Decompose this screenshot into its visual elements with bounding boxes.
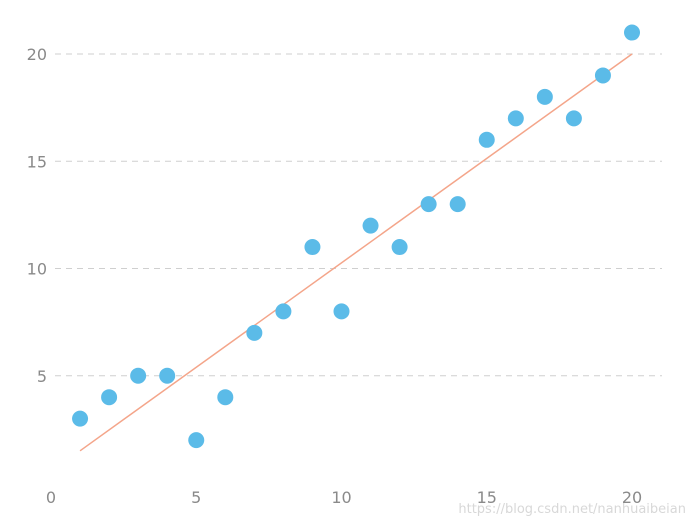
data-point (101, 389, 118, 406)
data-point (130, 367, 147, 384)
x-tick-label: 5 (191, 488, 201, 507)
data-point (188, 432, 205, 449)
x-tick-label: 10 (331, 488, 351, 507)
data-point (420, 196, 437, 213)
data-point (72, 410, 89, 427)
data-point (362, 217, 379, 234)
x-tick-label: 20 (622, 488, 642, 507)
data-point (333, 303, 350, 320)
data-point (304, 239, 321, 256)
data-point (507, 110, 524, 127)
y-tick-label: 10 (27, 260, 47, 279)
y-tick-label: 5 (37, 367, 47, 386)
x-tick-label: 0 (46, 488, 56, 507)
data-point (217, 389, 234, 406)
data-point (565, 110, 582, 127)
y-tick-label: 15 (27, 152, 47, 171)
watermark: https://blog.csdn.net/nanhuaibeian (458, 502, 686, 517)
trend-line (79, 53, 633, 452)
data-point (478, 131, 495, 148)
y-tick-label: 20 (27, 45, 47, 64)
data-points (72, 24, 640, 449)
data-point (536, 88, 553, 105)
x-tick-label: 15 (477, 488, 497, 507)
grid-lines (55, 53, 662, 377)
data-point (275, 303, 292, 320)
x-axis: 0 5 10 15 20 (46, 488, 642, 507)
data-point (391, 239, 408, 256)
data-point (159, 367, 176, 384)
data-point (449, 196, 466, 213)
data-point (246, 324, 263, 341)
y-axis: 5 10 15 20 (27, 45, 47, 386)
data-point (624, 24, 640, 41)
trend-line-path (79, 53, 633, 452)
data-point (594, 67, 611, 84)
